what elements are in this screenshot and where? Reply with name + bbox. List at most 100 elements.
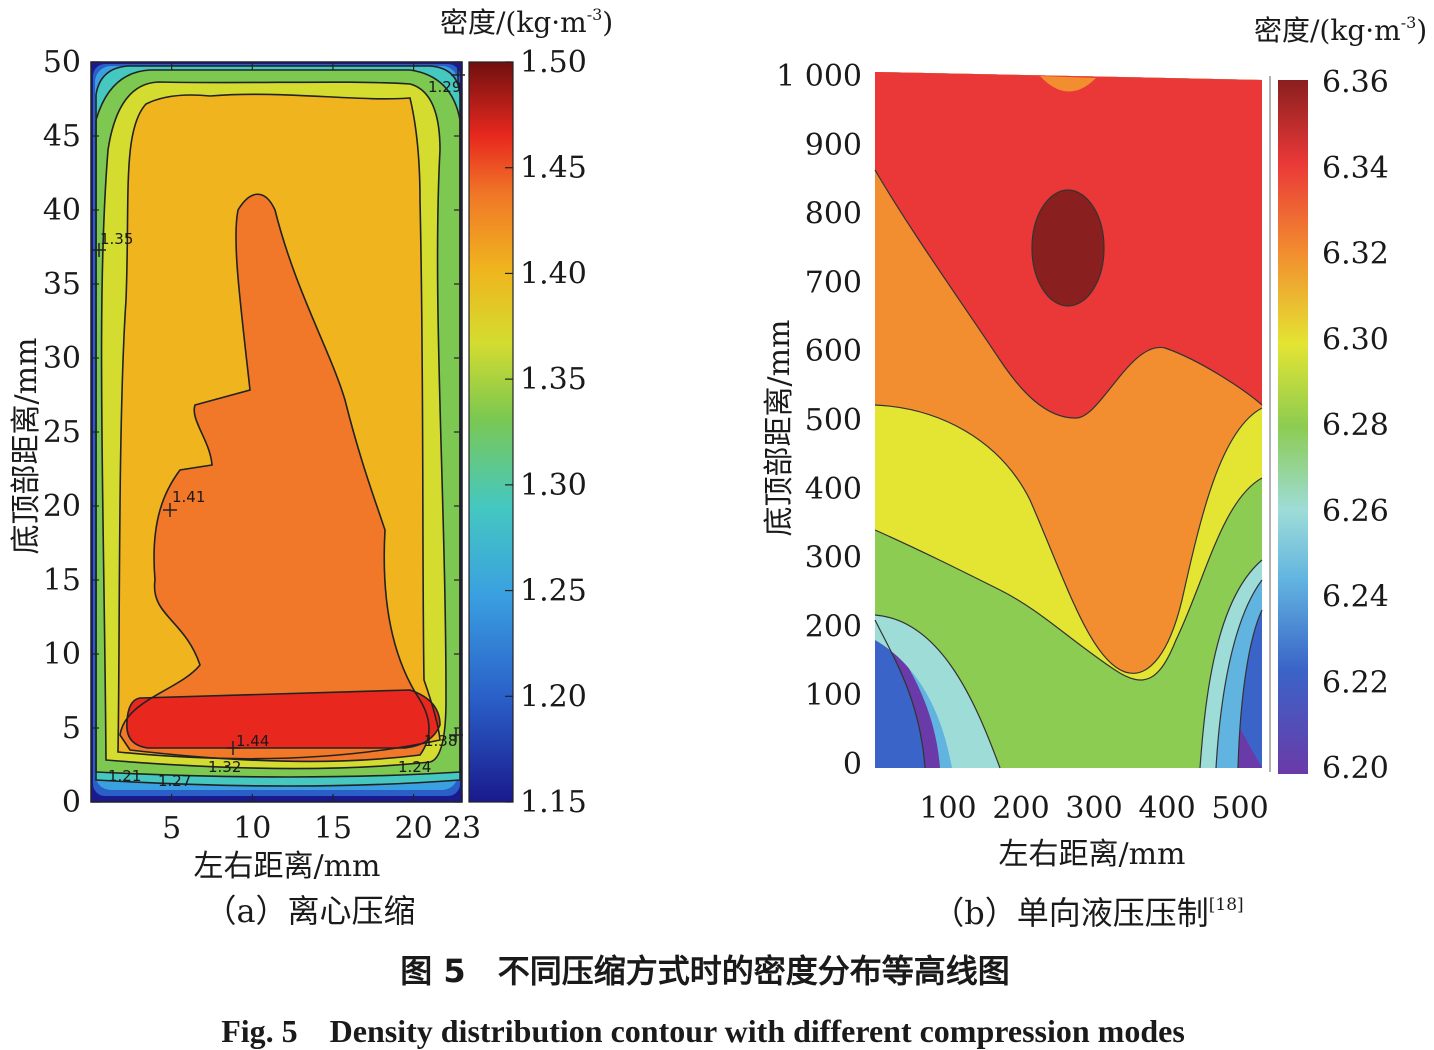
panel-a-band-9 — [126, 690, 440, 748]
y-tick-label: 800 — [805, 197, 862, 232]
y-tick-label: 5 — [62, 711, 81, 746]
panel-b-contour-line-6 — [874, 404, 1263, 674]
y-tick-label: 35 — [43, 267, 81, 302]
x-tick-label: 5 — [162, 811, 181, 846]
colorbar-tick-label: 1.50 — [520, 45, 587, 80]
y-tick-label: 1 000 — [776, 59, 862, 94]
contour-label: 1.29 — [428, 78, 461, 96]
panel-b-subcaption: （b）单向液压压制[18] — [932, 894, 1243, 932]
colorbar-tick-label: 1.15 — [520, 785, 587, 820]
panel-b-peak-region — [1031, 189, 1105, 307]
colorbar-tick-label: 1.35 — [520, 362, 587, 397]
contour-marker — [163, 503, 177, 517]
colorbar-tick-label: 6.22 — [1322, 665, 1389, 700]
panel-b: 0 100 200 300 400 500 600 700 800 900 1 000 100 200… — [762, 13, 1427, 932]
y-tick-label: 25 — [43, 415, 81, 450]
y-tick-label: 200 — [805, 609, 862, 644]
y-tick-label: 400 — [805, 472, 862, 507]
y-tick-label: 50 — [43, 45, 81, 80]
panel-a-contour-line-2 — [95, 69, 461, 778]
y-tick-label: 45 — [43, 119, 81, 154]
panel-b-reference: [18] — [1209, 895, 1244, 915]
colorbar-tick-label: 1.40 — [520, 256, 587, 291]
panel-b-top-lobe — [1040, 76, 1096, 92]
x-tick-label: 20 — [395, 811, 433, 846]
x-tick-label: 10 — [233, 811, 271, 846]
contour-marker — [449, 728, 463, 742]
colorbar-tick-label: 6.36 — [1322, 65, 1389, 100]
panel-b-x-axis-title: 左右距离/mm — [998, 837, 1185, 872]
x-tick-label: 23 — [443, 811, 481, 846]
y-tick-label: 0 — [843, 747, 862, 782]
y-tick-label: 0 — [62, 785, 81, 820]
figure-caption-en: Fig. 5 Density distribution contour with… — [221, 1013, 1185, 1049]
panel-b-contour-line-7 — [874, 169, 1263, 419]
contour-label: 1.44 — [236, 732, 269, 750]
contour-marker — [226, 741, 240, 755]
panel-b-contour-lines — [874, 169, 1263, 769]
colorbar-tick-label: 6.30 — [1322, 322, 1389, 357]
colorbar-tick-label: 1.30 — [520, 468, 587, 503]
colorbar-tick-label: 6.28 — [1322, 408, 1389, 443]
panel-a-plot: 1.35 1.29 1.41 1.44 1.38 1.32 1.27 1.21 … — [91, 62, 465, 802]
x-tick-label: 300 — [1065, 791, 1122, 826]
y-tick-label: 900 — [805, 128, 862, 163]
contour-label: 1.24 — [398, 758, 431, 776]
colorbar-tick-label: 1.45 — [520, 151, 587, 186]
contour-label: 1.41 — [172, 488, 205, 506]
panel-b-x-ticks: 100 200 300 400 500 — [919, 791, 1268, 826]
y-tick-label: 30 — [43, 341, 81, 376]
contour-marker — [92, 243, 106, 257]
y-tick-label: 500 — [805, 403, 862, 438]
panel-b-y-axis-title: 底顶部距离/mm — [762, 319, 797, 536]
panel-a-contour-line-3 — [100, 81, 447, 770]
x-tick-label: 100 — [919, 791, 976, 826]
contour-label: 1.21 — [108, 767, 141, 785]
colorbar-tick-label: 6.24 — [1322, 580, 1389, 615]
panel-a-contour-labels: 1.35 1.29 1.41 1.44 1.38 1.32 1.27 1.21 … — [100, 78, 461, 790]
figure-caption-cn: 图 5 不同压缩方式时的密度分布等高线图 — [400, 952, 1009, 990]
colorbar-tick-label: 6.26 — [1322, 494, 1389, 529]
colorbar-tick-label: 6.20 — [1322, 751, 1389, 786]
panel-a-band-8 — [120, 194, 429, 762]
y-tick-label: 10 — [43, 637, 81, 672]
panel-a-x-axis-title: 左右距离/mm — [193, 849, 380, 884]
panel-b-contour-line-4 — [874, 559, 1263, 769]
x-tick-label: 400 — [1138, 791, 1195, 826]
colorbar-tick-label: 6.34 — [1322, 151, 1389, 186]
panel-a-contour-line-5 — [119, 193, 430, 763]
panel-b-subcaption-text: （b）单向液压压制 — [932, 894, 1209, 932]
contour-label: 1.27 — [158, 772, 191, 790]
panel-b-contour-line-5 — [874, 477, 1263, 681]
panel-a: 1.35 1.29 1.41 1.44 1.38 1.32 1.27 1.21 … — [9, 5, 613, 930]
panel-b-y-ticks: 0 100 200 300 400 500 600 700 800 900 1 000 — [776, 59, 862, 782]
colorbar-tick-label: 1.25 — [520, 574, 587, 609]
panel-a-x-ticks: 5 10 15 20 23 — [162, 62, 481, 846]
panel-b-colorbar-title: 密度/(kg·m-3) — [1254, 13, 1427, 47]
panel-b-contour-line-3 — [1215, 579, 1263, 769]
x-tick-label: 15 — [314, 811, 352, 846]
x-tick-label: 500 — [1211, 791, 1268, 826]
colorbar-tick-label: 6.32 — [1322, 237, 1389, 272]
panel-a-colorbar-ticks: 1.15 1.20 1.25 1.30 1.35 1.40 1.45 1.50 — [505, 45, 587, 820]
panel-b-colorbar — [1278, 80, 1308, 774]
y-tick-label: 20 — [43, 489, 81, 524]
panel-b-contour-line-1 — [874, 619, 926, 769]
y-tick-label: 700 — [805, 265, 862, 300]
panel-a-contour-markers — [92, 68, 465, 755]
panel-a-subcaption: （a）离心压缩 — [204, 892, 415, 930]
panel-a-colorbar-title: 密度/(kg·m-3) — [440, 5, 613, 39]
panel-b-contour-line-2 — [1237, 609, 1263, 769]
panel-a-contour-lines — [95, 65, 461, 787]
y-tick-label: 600 — [805, 334, 862, 369]
y-tick-label: 40 — [43, 193, 81, 228]
contour-label: 1.35 — [100, 230, 133, 248]
y-tick-label: 15 — [43, 563, 81, 598]
panel-a-contour-line-6 — [126, 689, 441, 749]
panel-b-plot — [874, 72, 1263, 769]
y-tick-label: 300 — [805, 541, 862, 576]
panel-a-y-ticks: 0 5 10 15 20 25 30 35 40 45 50 — [43, 45, 462, 820]
y-tick-label: 100 — [805, 678, 862, 713]
panel-a-colorbar — [468, 61, 514, 803]
